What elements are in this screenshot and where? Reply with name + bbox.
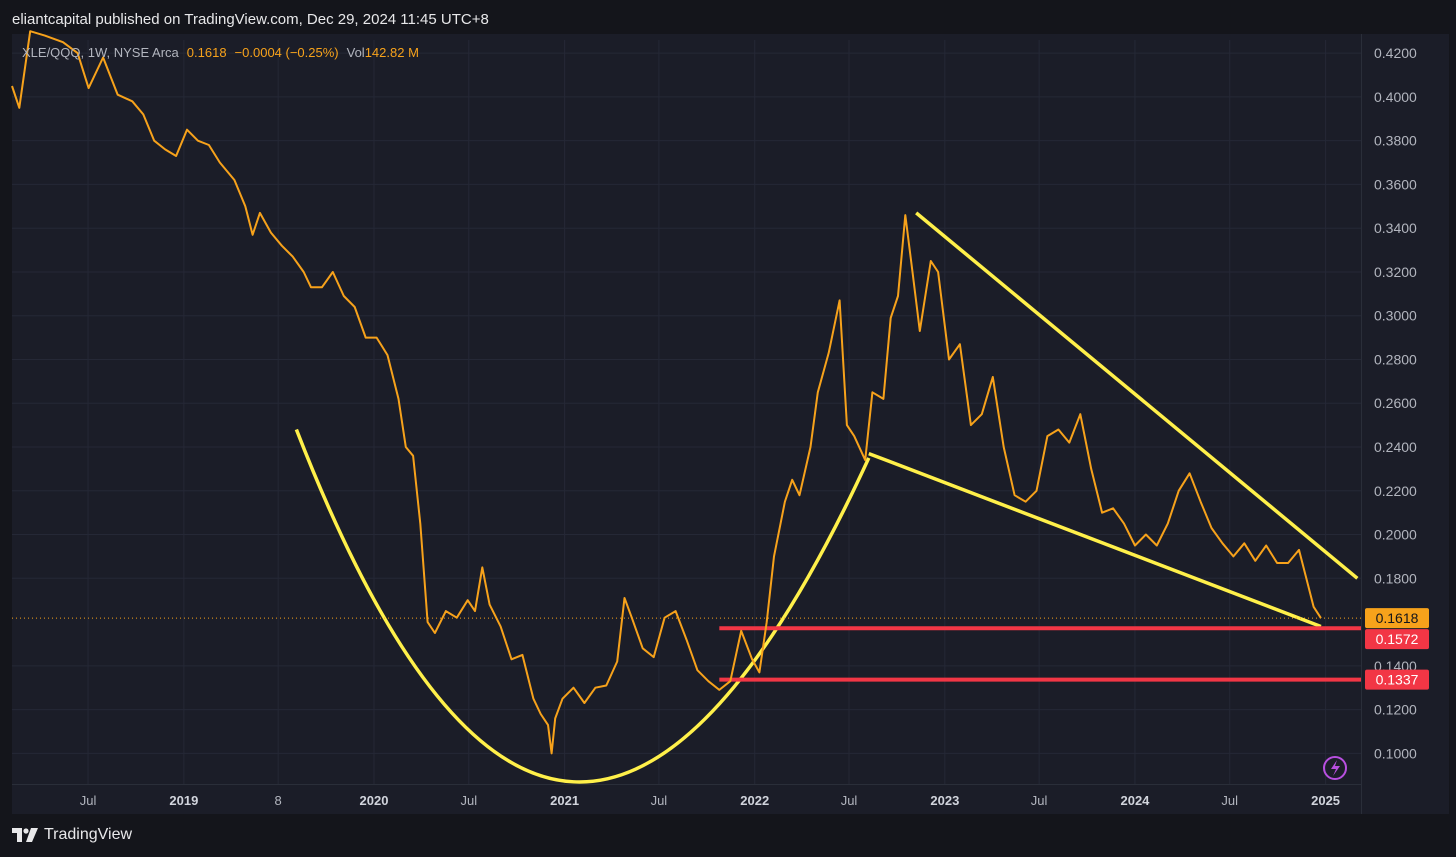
legend-vol-value: 142.82 M: [364, 45, 419, 60]
legend-price: 0.1618: [186, 45, 227, 60]
time-tick-label: 8: [275, 793, 282, 808]
price-badge: [1365, 669, 1429, 690]
tradingview-logo[interactable]: TradingView: [12, 826, 132, 844]
legend-vol-label: Vol: [346, 45, 365, 60]
time-tick-label: Jul: [460, 793, 477, 808]
price-series-line: [11, 30, 1322, 755]
time-tick-label: Jul: [841, 793, 858, 808]
legend-change: −0.0004 (−0.25%): [234, 45, 339, 60]
time-tick-label: 2023: [930, 793, 959, 808]
price-tick-label: 0.1800: [1374, 570, 1417, 586]
time-tick-label: 2019: [169, 793, 198, 808]
top-bar: eliantcapital published on TradingView.c…: [0, 0, 1456, 40]
cup-arc: [294, 428, 871, 784]
time-axis[interactable]: [12, 784, 1361, 815]
price-badge-label: 0.1572: [1376, 631, 1419, 647]
price-tick-label: 0.2400: [1374, 439, 1417, 455]
time-tick-label: 2021: [550, 793, 579, 808]
time-tick-label: Jul: [1221, 793, 1238, 808]
time-tick-label: 2020: [360, 793, 389, 808]
price-badge-label: 0.1337: [1376, 672, 1419, 688]
price-tick-label: 0.2000: [1374, 527, 1417, 543]
price-tick-label: 0.3800: [1374, 133, 1417, 149]
flash-icon[interactable]: [1323, 756, 1347, 780]
price-tick-label: 0.2600: [1374, 395, 1417, 411]
price-tick-label: 0.4200: [1374, 45, 1417, 61]
legend-symbol: XLE/QQQ, 1W, NYSE Arca: [22, 45, 179, 60]
publish-info: eliantcapital published on TradingView.c…: [12, 11, 489, 28]
price-badge: [1365, 608, 1429, 629]
price-badge: [1365, 629, 1429, 650]
grid-lines: [12, 40, 1361, 784]
price-tick-label: 0.2200: [1374, 483, 1417, 499]
time-tick-label: Jul: [80, 793, 97, 808]
tradingview-logo-icon: [12, 828, 38, 842]
price-tick-label: 0.2800: [1374, 351, 1417, 367]
tradingview-wordmark: TradingView: [44, 826, 133, 843]
price-tick-label: 0.4000: [1374, 89, 1417, 105]
time-tick-label: 2024: [1120, 793, 1150, 808]
price-tick-label: 0.3000: [1374, 308, 1417, 324]
price-badge-label: 0.1618: [1376, 610, 1419, 626]
drawings-layer: [12, 211, 1361, 784]
time-tick-label: Jul: [1031, 793, 1048, 808]
bottom-bar: [0, 814, 1456, 857]
chart-legend[interactable]: XLE/QQQ, 1W, NYSE Arca 0.1618 −0.0004 (−…: [22, 45, 419, 60]
series-layer: [11, 30, 1322, 755]
legend-volume: Vol142.82 M: [347, 45, 419, 60]
price-tick-label: 0.3200: [1374, 264, 1417, 280]
time-tick-label: 2022: [740, 793, 769, 808]
price-tick-label: 0.3400: [1374, 220, 1417, 236]
price-tick-label: 0.3600: [1374, 176, 1417, 192]
price-tick-label: 0.1000: [1374, 745, 1417, 761]
axis-labels: 0.4200 0.4000 0.3800 0.3600 0.3400 0.3200 0.30…: [80, 45, 1417, 808]
upper-trendline: [915, 211, 1359, 580]
time-tick-label: 2025: [1311, 793, 1340, 808]
time-tick-label: Jul: [651, 793, 668, 808]
lower-trendline: [868, 451, 1322, 629]
price-badges: 0.1618 0.1572 0.1337: [1365, 608, 1429, 690]
price-tick-label: 0.1200: [1374, 702, 1417, 718]
chart-panel[interactable]: [12, 34, 1361, 814]
